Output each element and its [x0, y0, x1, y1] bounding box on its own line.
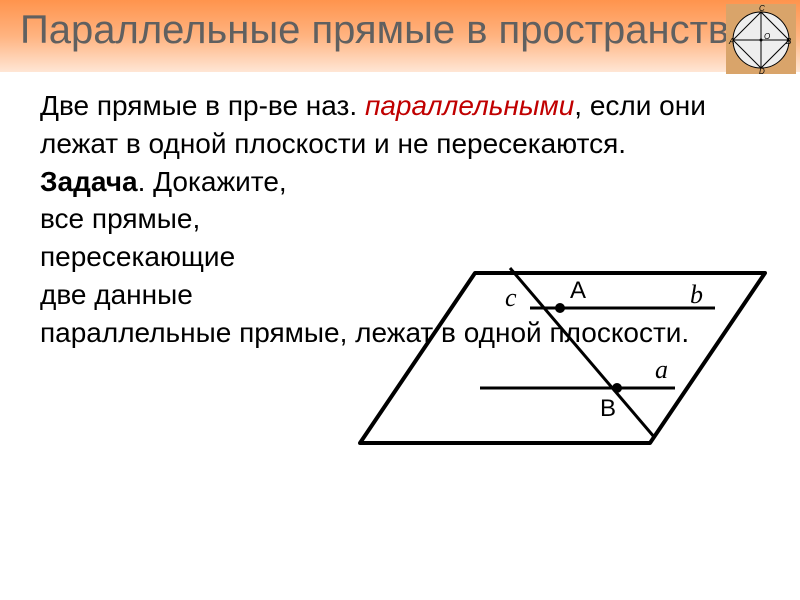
svg-text:O: O [764, 32, 770, 41]
svg-text:c: c [505, 283, 517, 312]
task-label: Задача [40, 166, 138, 197]
svg-text:B: B [600, 395, 616, 422]
task-line-1: Задача. Докажите, [40, 163, 760, 201]
svg-text:a: a [655, 355, 668, 384]
task-line-2: все прямые, [40, 200, 760, 238]
svg-text:B: B [786, 37, 792, 46]
definition-paragraph: Две прямые в пр-ве наз. параллельными, е… [40, 87, 760, 163]
svg-text:b: b [690, 280, 703, 309]
geometry-diagram: c A b a B [345, 248, 775, 473]
svg-text:A: A [570, 277, 586, 304]
def-emphasis: параллельными [365, 90, 574, 121]
geometry-circle-icon: A B C D O [726, 4, 796, 74]
svg-text:A: A [728, 37, 734, 46]
page-title: Параллельные прямые в пространстве [20, 8, 780, 52]
svg-text:D: D [759, 67, 765, 74]
def-text-1: Две прямые в пр-ве наз. [40, 90, 365, 121]
svg-text:C: C [759, 4, 765, 13]
